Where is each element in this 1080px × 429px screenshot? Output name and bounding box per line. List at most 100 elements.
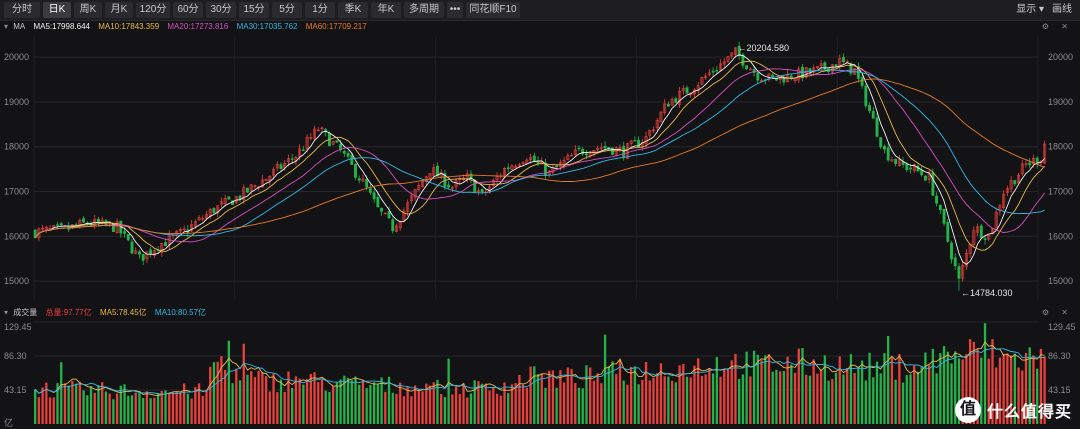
- volume-bar[interactable]: [127, 395, 130, 424]
- volume-bar[interactable]: [56, 383, 59, 424]
- volume-bar[interactable]: [603, 334, 607, 424]
- candle[interactable]: [931, 172, 935, 196]
- volume-bar[interactable]: [890, 357, 894, 424]
- candle[interactable]: [361, 178, 365, 182]
- volume-bar[interactable]: [231, 383, 234, 424]
- tab-9[interactable]: 1分: [305, 2, 335, 18]
- volume-bar[interactable]: [253, 377, 257, 424]
- volume-bar[interactable]: [857, 366, 860, 424]
- candle[interactable]: [417, 185, 421, 191]
- display-menu-button[interactable]: 显示 ▾: [1016, 2, 1044, 18]
- volume-bar[interactable]: [328, 391, 331, 424]
- volume-bar[interactable]: [413, 385, 417, 424]
- volume-bar[interactable]: [723, 369, 726, 424]
- volume-bar[interactable]: [663, 376, 666, 424]
- volume-bar[interactable]: [227, 340, 230, 424]
- candle[interactable]: [994, 211, 998, 230]
- volume-bar[interactable]: [726, 368, 730, 424]
- volume-bar[interactable]: [622, 380, 625, 424]
- candle[interactable]: [797, 68, 801, 81]
- candle[interactable]: [435, 165, 439, 177]
- candle[interactable]: [1028, 162, 1032, 166]
- volume-bar[interactable]: [991, 339, 994, 424]
- volume-bar[interactable]: [875, 361, 879, 424]
- volume-bar[interactable]: [443, 397, 447, 424]
- candle[interactable]: [205, 214, 208, 219]
- candle[interactable]: [145, 251, 149, 260]
- candlestick-chart[interactable]: 20000 20000 19000 19000 18000 18000 17000 17000…: [0, 33, 1080, 305]
- volume-bar[interactable]: [559, 370, 562, 424]
- candle[interactable]: [1032, 157, 1035, 164]
- tab-1[interactable]: 日K: [43, 2, 71, 18]
- candle[interactable]: [383, 212, 387, 215]
- candle[interactable]: [178, 228, 182, 232]
- candle[interactable]: [193, 221, 197, 227]
- candle[interactable]: [771, 74, 775, 78]
- volume-bar[interactable]: [138, 391, 141, 424]
- volume-bar[interactable]: [1002, 353, 1005, 424]
- volume-bar[interactable]: [119, 385, 122, 424]
- candle[interactable]: [812, 67, 816, 73]
- candle[interactable]: [123, 231, 127, 234]
- volume-bar[interactable]: [499, 395, 502, 424]
- volume-bar[interactable]: [931, 348, 935, 424]
- volume-bar[interactable]: [745, 351, 748, 424]
- volume-bar[interactable]: [1021, 370, 1024, 424]
- tab-12[interactable]: 多周期: [404, 2, 444, 18]
- volume-bar[interactable]: [838, 356, 841, 424]
- volume-bar[interactable]: [689, 377, 692, 424]
- volume-bar[interactable]: [309, 373, 312, 424]
- volume-bar[interactable]: [555, 387, 558, 424]
- volume-bar[interactable]: [767, 354, 771, 424]
- candle[interactable]: [700, 77, 704, 85]
- volume-bar[interactable]: [633, 366, 637, 424]
- volume-bar[interactable]: [384, 391, 387, 424]
- volume-bar[interactable]: [831, 378, 834, 424]
- volume-bar[interactable]: [674, 382, 677, 424]
- volume-bar[interactable]: [790, 364, 793, 424]
- volume-bar[interactable]: [86, 395, 89, 424]
- volume-bar[interactable]: [134, 392, 137, 424]
- volume-bar[interactable]: [71, 381, 74, 424]
- volume-bar[interactable]: [738, 378, 741, 424]
- volume-bar[interactable]: [194, 387, 197, 424]
- candle[interactable]: [905, 163, 909, 171]
- volume-bar[interactable]: [648, 380, 651, 424]
- volume-bar[interactable]: [82, 390, 85, 424]
- tab-6[interactable]: 30分: [206, 2, 236, 18]
- candle[interactable]: [164, 242, 167, 247]
- volume-bar[interactable]: [518, 374, 521, 424]
- candle[interactable]: [998, 205, 1002, 212]
- candle[interactable]: [618, 147, 622, 149]
- volume-bar[interactable]: [704, 374, 707, 424]
- candle[interactable]: [573, 149, 577, 155]
- volume-bar[interactable]: [220, 356, 223, 424]
- candle[interactable]: [864, 85, 868, 107]
- volume-bar[interactable]: [961, 359, 964, 424]
- candle[interactable]: [380, 207, 384, 212]
- volume-bar[interactable]: [320, 379, 324, 424]
- volume-bar[interactable]: [376, 383, 379, 424]
- candle[interactable]: [886, 147, 890, 161]
- volume-bar[interactable]: [812, 359, 815, 424]
- candle[interactable]: [1043, 143, 1047, 164]
- candle[interactable]: [219, 201, 223, 205]
- candle[interactable]: [517, 164, 521, 167]
- candle[interactable]: [644, 135, 648, 145]
- volume-bar[interactable]: [458, 394, 461, 424]
- volume-bar[interactable]: [123, 384, 126, 424]
- volume-bar[interactable]: [827, 380, 830, 424]
- candle[interactable]: [1009, 180, 1013, 190]
- tab-7[interactable]: 15分: [239, 2, 269, 18]
- volume-bar[interactable]: [879, 373, 882, 424]
- volume-bar[interactable]: [387, 376, 391, 424]
- candle[interactable]: [357, 178, 361, 181]
- volume-bar[interactable]: [473, 380, 476, 424]
- candle[interactable]: [491, 179, 495, 187]
- volume-bar[interactable]: [350, 380, 353, 424]
- candle[interactable]: [890, 159, 894, 162]
- candle[interactable]: [309, 137, 313, 139]
- candle[interactable]: [368, 188, 372, 193]
- volume-bar[interactable]: [354, 376, 357, 424]
- volume-bar[interactable]: [365, 388, 368, 424]
